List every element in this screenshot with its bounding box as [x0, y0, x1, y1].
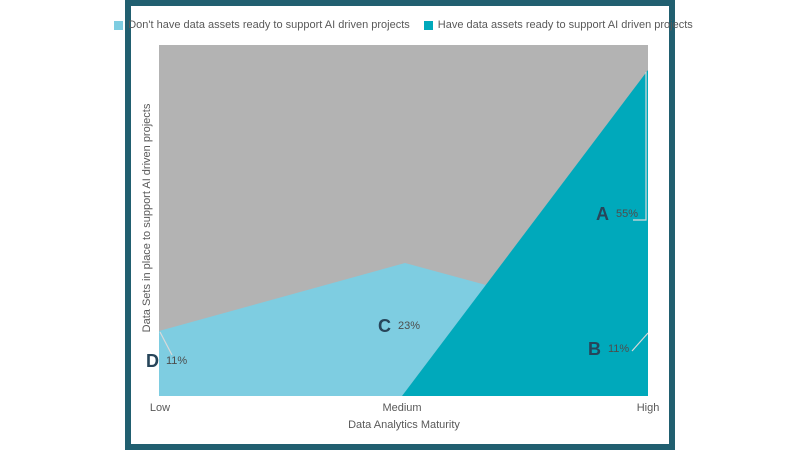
area-have: [402, 70, 648, 396]
legend-item-dont-have: Don't have data assets ready to support …: [114, 19, 410, 31]
x-axis-title: Data Analytics Maturity: [348, 419, 460, 431]
legend-label-dont-have: Don't have data assets ready to support …: [128, 19, 410, 31]
annotation-a-value: 55%: [616, 208, 639, 220]
annotation-d: D 11%: [146, 352, 187, 370]
annotation-c-value: 23%: [398, 320, 421, 332]
callout-line-b: [631, 332, 648, 352]
annotation-c: C 23%: [378, 317, 420, 335]
plot-area: [159, 45, 648, 396]
x-tick-medium: Medium: [382, 402, 422, 414]
legend-label-have: Have data assets ready to support AI dri…: [437, 19, 693, 31]
callout-line-d: [159, 331, 173, 356]
area-dont-have: [159, 263, 486, 396]
y-axis-title: Data Sets in place to support AI driven …: [141, 103, 153, 333]
legend-item-have: Have data assets ready to support AI dri…: [423, 19, 693, 31]
annotation-d-value: 11%: [166, 355, 188, 367]
legend-swatch-dont-have-icon: [114, 20, 124, 30]
annotation-b: B 11%: [588, 340, 629, 358]
legend-swatch-have-icon: [423, 20, 433, 30]
annotation-d-letter: D: [146, 351, 159, 371]
x-tick-high: High: [636, 402, 660, 414]
callout-line-a: [633, 72, 647, 221]
annotation-b-letter: B: [588, 339, 601, 359]
x-tick-low: Low: [149, 402, 171, 414]
annotation-c-letter: C: [378, 316, 391, 336]
annotation-b-value: 11%: [608, 343, 630, 355]
legend: Don't have data assets ready to support …: [114, 19, 693, 31]
annotation-a: A 55%: [596, 205, 638, 223]
annotation-a-letter: A: [596, 204, 609, 224]
